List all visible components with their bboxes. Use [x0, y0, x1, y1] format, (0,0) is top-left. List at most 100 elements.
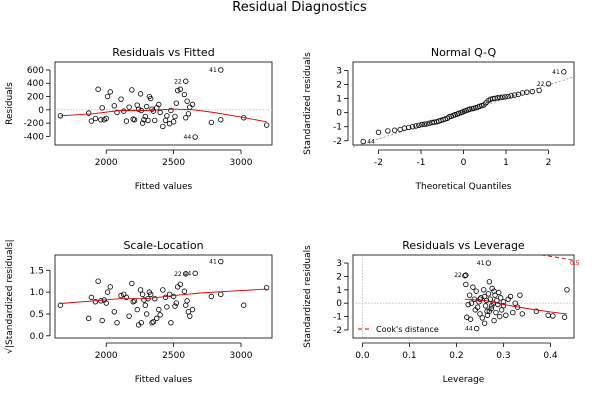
data-point: [173, 300, 180, 306]
plot-frame: [54, 254, 273, 339]
data-point: [164, 113, 170, 119]
data-point: [168, 320, 174, 326]
y-tick-label: 3: [336, 66, 342, 76]
data-point: [114, 320, 120, 326]
data-point: [166, 291, 173, 298]
data-point: [519, 311, 525, 317]
data-point: [375, 129, 382, 136]
data-point: [183, 271, 189, 277]
outlier-label: 41: [209, 67, 217, 74]
panel-3: Scale-Location Fitted values √|Standardize…: [4, 239, 273, 385]
data-point: [107, 89, 113, 95]
points: [462, 260, 570, 332]
data-point: [263, 285, 270, 291]
data-point: [137, 287, 144, 293]
data-point: [142, 113, 149, 120]
plot-frame: [54, 61, 273, 146]
data-point: [409, 124, 416, 130]
x-tick-label: 2000: [95, 158, 118, 168]
data-point: [98, 117, 104, 123]
y-tick-label: 1: [336, 95, 342, 105]
data-point: [160, 123, 166, 130]
y-tick-label: 1.5: [30, 266, 44, 276]
data-point: [168, 107, 174, 114]
data-point: [485, 291, 492, 297]
y-tick-label: 0: [336, 299, 342, 309]
data-point: [481, 287, 487, 293]
x-tick-label: 3000: [230, 158, 253, 168]
data-point: [173, 100, 180, 106]
data-point: [508, 93, 514, 99]
data-point: [473, 325, 480, 332]
data-point: [187, 313, 193, 319]
data-point: [424, 121, 430, 127]
y-tick-label: 200: [27, 93, 44, 103]
data-point: [468, 300, 475, 306]
data-point: [174, 284, 181, 290]
data-point: [491, 288, 497, 294]
data-point: [172, 303, 178, 309]
cooks-distance-contour: [541, 254, 575, 261]
data-point: [88, 294, 95, 301]
data-point: [465, 301, 471, 308]
panel-title: Residuals vs Fitted: [112, 46, 214, 59]
data-point: [545, 81, 552, 87]
data-point: [177, 281, 184, 287]
data-point: [507, 293, 514, 300]
smoothed-trend-line: [60, 108, 267, 123]
data-point: [463, 281, 469, 288]
y-axis-label: Standardized residuals: [303, 52, 313, 155]
data-point: [493, 309, 499, 316]
data-point: [470, 284, 476, 290]
y-axis-label: Residuals: [5, 82, 15, 125]
data-point: [170, 119, 177, 125]
data-point: [503, 312, 509, 318]
data-point: [129, 87, 135, 93]
data-point: [218, 258, 224, 265]
panel-1: Residuals vs Fitted Fitted values Residual…: [5, 46, 273, 192]
data-point: [162, 117, 169, 124]
outlier-label: 22: [454, 272, 462, 279]
data-point: [511, 92, 518, 98]
data-point: [95, 86, 101, 92]
data-point: [488, 305, 494, 312]
data-point: [218, 67, 224, 73]
data-point: [157, 312, 163, 318]
data-point: [385, 128, 391, 134]
data-point: [104, 93, 111, 100]
data-point: [561, 69, 567, 75]
y-tick-label: -1: [333, 313, 342, 323]
y-tick-label: -2: [333, 326, 342, 336]
data-point: [164, 304, 170, 310]
data-point: [149, 320, 155, 326]
data-point: [123, 118, 130, 124]
data-point: [486, 279, 493, 285]
data-point: [401, 125, 408, 131]
data-point: [92, 299, 99, 305]
data-point: [150, 108, 157, 114]
smoothed-trend-line: [464, 298, 567, 315]
data-point: [99, 317, 105, 324]
data-point: [466, 292, 473, 298]
data-point: [183, 302, 189, 308]
plot-frame: [352, 61, 575, 146]
points: [360, 69, 567, 145]
x-tick-label: 2: [546, 158, 552, 168]
data-point: [126, 104, 132, 110]
outlier-label: 22: [174, 271, 182, 278]
data-point: [143, 311, 150, 317]
data-point: [134, 306, 140, 313]
data-point: [107, 284, 113, 290]
data-point: [494, 95, 501, 101]
data-point: [185, 111, 192, 117]
data-point: [263, 122, 270, 128]
data-point: [510, 309, 516, 316]
panel-4: Residuals vs Leverage Leverage Standardize…: [303, 239, 580, 385]
data-point: [111, 309, 118, 315]
data-point: [463, 272, 469, 278]
y-tick-label: -400: [24, 132, 45, 142]
data-point: [536, 87, 542, 94]
outlier-label: 22: [174, 78, 182, 85]
data-point: [139, 120, 146, 126]
panel-title: Normal Q-Q: [431, 46, 497, 59]
